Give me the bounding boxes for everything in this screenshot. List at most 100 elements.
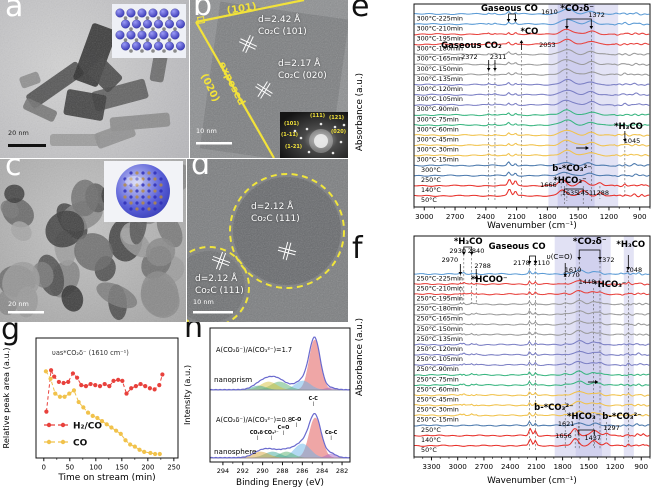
svg-text:300°C-135min: 300°C-135min — [417, 75, 463, 83]
fft-spot-1m21-label: (1-21) — [285, 144, 303, 150]
fft-spot-020-label: (020) — [331, 129, 347, 135]
svg-text:*HCOO⁻: *HCOO⁻ — [471, 275, 508, 285]
svg-text:A(CO₂δ⁻)/A(CO₃²⁻)=0.8: A(CO₂δ⁻)/A(CO₃²⁻)=0.8 — [216, 416, 292, 424]
svg-text:2311: 2311 — [490, 53, 507, 61]
panel-letter-e: e — [351, 0, 370, 24]
svg-text:1297: 1297 — [603, 424, 620, 432]
tem-image-nanoprisms — [0, 0, 189, 158]
phase-co2c-111b-label: Co₂C (111) — [195, 286, 244, 296]
panel-letter-h: h — [184, 322, 204, 345]
svg-text:1437: 1437 — [584, 434, 601, 442]
d-spacing-212b-label: d=2.12 Å — [195, 274, 238, 284]
svg-text:υ(C=O): υ(C=O) — [547, 253, 573, 261]
svg-text:υas*CO₂δ⁻ (1610 cm⁻¹): υas*CO₂δ⁻ (1610 cm⁻¹) — [52, 349, 129, 357]
peak-area-vs-time-chart: 0 50 100 150 200 250 Time on stream (min) Relat… — [1, 337, 180, 483]
svg-text:250°C-30min: 250°C-30min — [417, 406, 459, 414]
panel-letter-g: g — [1, 322, 21, 347]
panel-letter-d: d — [191, 159, 211, 182]
ftir-spectra-chart-300c: 300°C-225min 300°C-210min 300°C-195min 300°… — [355, 3, 651, 231]
svg-text:b-*CO₃²⁻: b-*CO₃²⁻ — [602, 412, 641, 422]
svg-text:C-O: C-O — [292, 417, 302, 423]
svg-text:250°C-120min: 250°C-120min — [417, 345, 463, 353]
svg-text:*CO: *CO — [520, 27, 538, 37]
svg-text:1048: 1048 — [626, 266, 643, 274]
svg-text:300°C-60min: 300°C-60min — [417, 125, 459, 133]
svg-text:2053: 2053 — [539, 41, 556, 49]
panel-d-hrtem-nanosphere: d d=2.12 Å Co₂C (111) d=2.12 Å Co₂C (111… — [187, 159, 348, 325]
svg-text:Absorbance (a.u.): Absorbance (a.u.) — [355, 73, 365, 151]
panel-letter-a: a — [5, 0, 24, 24]
panel-h-xps-chart: A(CO₂δ⁻)/A(CO₃²⁻)=1.7 nanoprism A(CO₂δ⁻)/A… — [182, 322, 355, 489]
svg-text:200: 200 — [141, 464, 154, 472]
svg-text:250: 250 — [167, 464, 180, 472]
svg-text:1448: 1448 — [579, 278, 596, 286]
svg-text:300°C-165min: 300°C-165min — [417, 55, 463, 63]
svg-text:900: 900 — [634, 462, 648, 471]
svg-text:1372: 1372 — [588, 11, 605, 19]
scale-bar-label-b: 10 nm — [196, 127, 217, 135]
scale-bar-label-c: 20 nm — [8, 300, 29, 308]
svg-text:*HCO₃⁻: *HCO₃⁻ — [593, 280, 626, 290]
xps-c1s-chart: A(CO₂δ⁻)/A(CO₃²⁻)=1.7 nanoprism A(CO₂δ⁻)/A… — [182, 327, 351, 488]
svg-text:2930: 2930 — [449, 247, 466, 255]
svg-text:Wavenumber (cm⁻¹): Wavenumber (cm⁻¹) — [487, 221, 577, 231]
svg-text:2970: 2970 — [442, 256, 459, 264]
svg-text:250°C-60min: 250°C-60min — [417, 385, 459, 393]
svg-text:*H₃CO: *H₃CO — [614, 122, 643, 132]
svg-text:2788: 2788 — [474, 262, 491, 270]
svg-text:Co-C: Co-C — [325, 430, 338, 436]
svg-text:250°C-165min: 250°C-165min — [417, 315, 463, 323]
svg-text:Gaseous CO: Gaseous CO — [489, 242, 546, 252]
svg-text:1635: 1635 — [562, 189, 579, 197]
svg-text:b-*CO₃²⁻: b-*CO₃²⁻ — [534, 403, 573, 413]
svg-text:b-*CO₃²⁻: b-*CO₃²⁻ — [552, 164, 591, 174]
svg-text:*H₃CO: *H₃CO — [454, 237, 483, 247]
panel-letter-b: b — [193, 0, 213, 23]
svg-text:1800: 1800 — [553, 462, 572, 471]
svg-text:50°C: 50°C — [421, 446, 437, 454]
svg-text:300°C-15min: 300°C-15min — [417, 156, 459, 164]
hrtem-image-nanosphere — [187, 159, 348, 325]
svg-text:300°C-105min: 300°C-105min — [417, 95, 463, 103]
svg-text:300°C-150min: 300°C-150min — [417, 65, 463, 73]
svg-text:250°C-45min: 250°C-45min — [417, 396, 459, 404]
phase-co2c-111a-label: Co₂C (111) — [251, 214, 300, 224]
svg-text:250°C: 250°C — [421, 176, 441, 184]
svg-text:300°C-210min: 300°C-210min — [417, 24, 463, 32]
svg-text:*CO₂δ⁻: *CO₂δ⁻ — [573, 237, 607, 247]
svg-text:300°C-225min: 300°C-225min — [417, 14, 463, 22]
scale-bar-label-a: 20 nm — [8, 129, 29, 137]
svg-text:288: 288 — [276, 467, 288, 475]
svg-text:1200: 1200 — [606, 462, 625, 471]
svg-text:250°C-15min: 250°C-15min — [417, 416, 459, 424]
svg-text:Relative peak area (a.u.): Relative peak area (a.u.) — [1, 348, 11, 449]
svg-text:Intensity (a.u.): Intensity (a.u.) — [182, 365, 192, 425]
svg-text:250°C-135min: 250°C-135min — [417, 335, 463, 343]
svg-text:300°C-90min: 300°C-90min — [417, 105, 459, 113]
svg-text:*HCO₃⁻: *HCO₃⁻ — [567, 412, 600, 422]
panel-c-tem-nanospheres: c 20 nm — [0, 159, 186, 322]
svg-text:Absorbance (a.u.): Absorbance (a.u.) — [355, 318, 365, 396]
fft-spot-121-label: (121) — [329, 115, 345, 121]
svg-text:900: 900 — [633, 212, 647, 221]
svg-text:300°C-120min: 300°C-120min — [417, 85, 463, 93]
svg-text:300°C-75min: 300°C-75min — [417, 115, 459, 123]
svg-text:300°C: 300°C — [421, 166, 441, 174]
svg-text:290: 290 — [256, 467, 268, 475]
svg-text:250°C-105min: 250°C-105min — [417, 355, 463, 363]
svg-text:A(CO₂δ⁻)/A(CO₃²⁻)=1.7: A(CO₂δ⁻)/A(CO₃²⁻)=1.7 — [216, 346, 292, 354]
svg-text:140°C: 140°C — [421, 186, 441, 194]
svg-text:294: 294 — [217, 467, 229, 475]
svg-text:1500: 1500 — [569, 212, 588, 221]
svg-text:1666: 1666 — [540, 181, 557, 189]
svg-text:50: 50 — [65, 464, 74, 472]
svg-text:250°C-225min: 250°C-225min — [417, 274, 463, 282]
svg-text:1770: 1770 — [563, 271, 580, 279]
svg-text:2700: 2700 — [446, 212, 465, 221]
phase-co2c-101-label: Co₂C (101) — [258, 27, 307, 37]
svg-text:Wavenumber (cm⁻¹): Wavenumber (cm⁻¹) — [487, 476, 577, 486]
svg-text:286: 286 — [296, 467, 308, 475]
svg-text:*CO₂δ⁻: *CO₂δ⁻ — [560, 4, 594, 14]
svg-text:3000: 3000 — [449, 462, 468, 471]
panel-letter-f: f — [352, 232, 363, 266]
